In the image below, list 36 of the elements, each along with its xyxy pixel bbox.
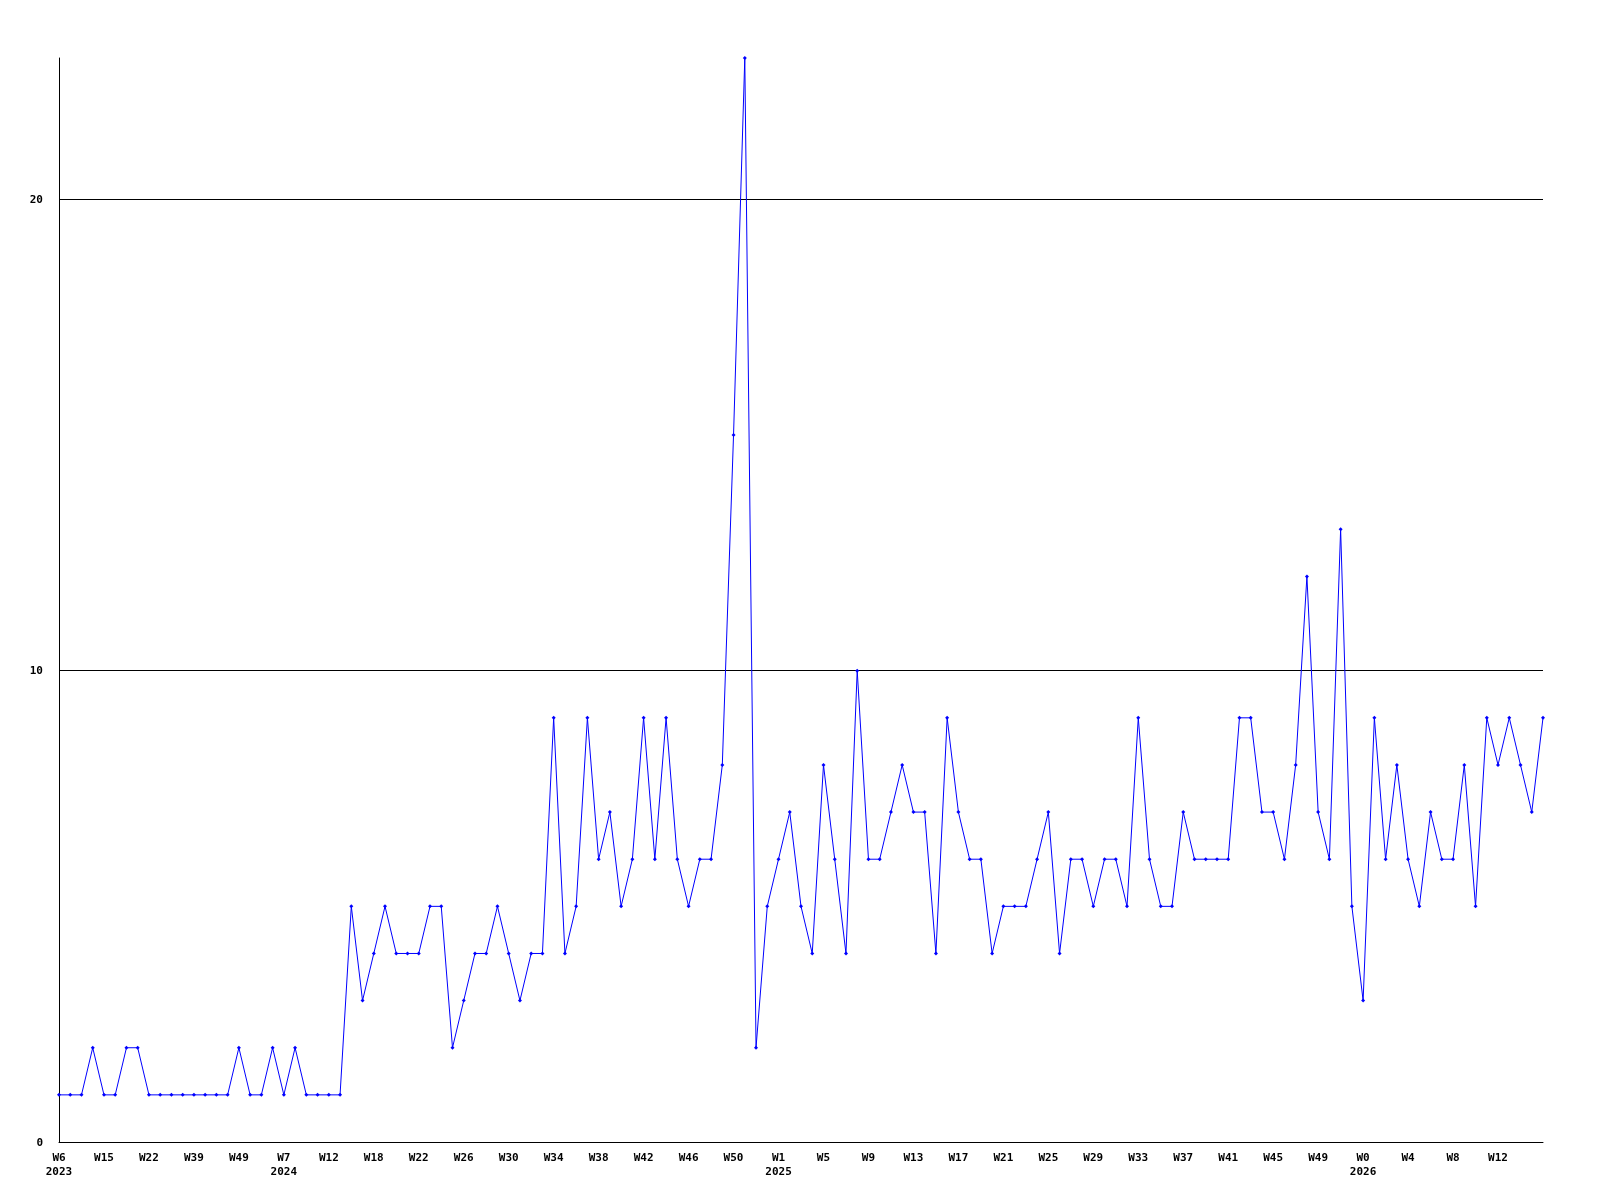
x-tick-label: W22	[408, 1150, 429, 1164]
x-tick-label: W34	[543, 1150, 564, 1164]
x-tick-label: W13	[903, 1150, 924, 1164]
x-tick-label: W9	[861, 1150, 876, 1164]
y-tick-label: 0	[36, 1135, 43, 1149]
x-tick-label: W25	[1038, 1150, 1059, 1164]
x-tick-label: W38	[588, 1150, 609, 1164]
x-tick-label: W37	[1173, 1150, 1194, 1164]
y-tick-label: 20	[29, 192, 43, 206]
y-tick-label: 10	[29, 664, 43, 678]
x-tick-label: W22	[139, 1150, 159, 1164]
x-tick-label: W26	[453, 1150, 475, 1164]
x-tick-label: W6 2023	[45, 1150, 73, 1178]
x-tick-label: W12	[318, 1150, 339, 1164]
x-tick-label: W41	[1218, 1150, 1239, 1164]
x-tick-label: W0 2026	[1349, 1150, 1377, 1178]
x-tick-label: W5	[816, 1150, 831, 1164]
x-tick-label: W4	[1401, 1150, 1416, 1164]
x-tick-label: W46	[678, 1150, 699, 1164]
x-tick-label: W17	[948, 1150, 969, 1164]
x-tick-label: W18	[363, 1150, 384, 1164]
x-tick-label: W21	[993, 1150, 1014, 1164]
x-tick-label: W1 2025	[765, 1150, 792, 1178]
x-tick-label: W45	[1263, 1150, 1284, 1164]
x-tick-label: W42	[633, 1150, 654, 1164]
x-tick-label: W29	[1083, 1150, 1104, 1164]
x-tick-label: W50	[723, 1150, 744, 1164]
x-tick-label: W12	[1488, 1150, 1508, 1164]
x-tick-label: W8	[1446, 1150, 1460, 1164]
x-tick-label: W49	[228, 1150, 249, 1164]
x-tick-label: W15	[94, 1150, 114, 1164]
x-tick-label: W39	[183, 1150, 204, 1164]
x-tick-label: W33	[1128, 1150, 1149, 1164]
x-tick-label: W7 2024	[270, 1150, 298, 1178]
x-tick-label: W49	[1308, 1150, 1329, 1164]
x-tick-label: W30	[498, 1150, 519, 1164]
